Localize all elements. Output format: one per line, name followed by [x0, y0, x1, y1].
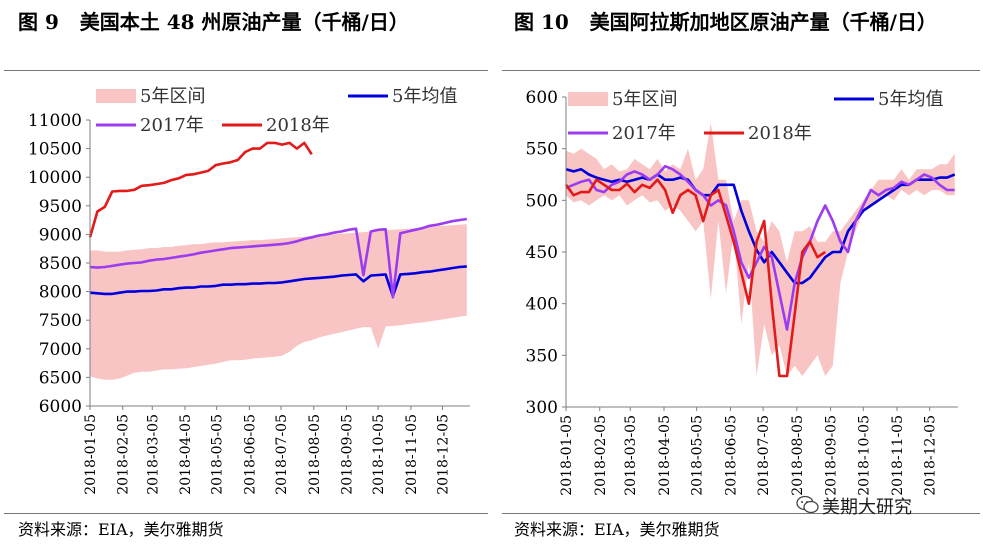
- series-2017-line: [565, 164, 955, 331]
- x-tick-label: 2018-01-05: [559, 415, 575, 496]
- x-tick-label: 2018-08-05: [307, 414, 323, 495]
- figure-title: 图 9 美国本土 48 州原油产量（千桶/日）: [18, 10, 409, 34]
- right-panel: 图 10 美国阿拉斯加地区原油产量（千桶/日） 300 350 400 450 500 5…: [496, 0, 983, 548]
- y-tick-label: 10500: [28, 140, 82, 160]
- watermark-text: 美期大研究: [822, 497, 912, 518]
- figure-title: 图 10 美国阿拉斯加地区原油产量（千桶/日）: [514, 10, 937, 34]
- source-note: 资料来源：EIA，美尔雅期货: [18, 520, 224, 539]
- series-5yr-range-band: [90, 224, 467, 380]
- y-tick-label: 600: [526, 88, 558, 108]
- x-tick-label: 2018-04-05: [657, 415, 673, 496]
- y-tick-label: 7500: [39, 311, 82, 331]
- y-tick-label: 8500: [39, 254, 82, 274]
- y-tick-label: 6000: [39, 397, 82, 417]
- title-rule: [4, 70, 488, 71]
- series-2017-line: [89, 217, 467, 299]
- x-tick-label: 2018-07-05: [274, 414, 290, 495]
- y-tick-label: 11000: [28, 111, 82, 131]
- series-5yr-average-line: [89, 265, 467, 298]
- title-rule: [502, 70, 980, 71]
- x-tick-label: 2018-05-05: [690, 415, 706, 496]
- source-rule: [4, 513, 488, 514]
- series-5yr-range-band: [566, 122, 955, 376]
- x-tick-label: 2018-04-05: [178, 414, 194, 495]
- x-tick-label: 2018-02-05: [116, 414, 132, 495]
- legend-2018-label: 2018年: [266, 115, 330, 136]
- x-tick-label: 2018-06-05: [242, 414, 258, 495]
- y-tick-label: 8000: [39, 283, 82, 303]
- y-tick-label: 10000: [28, 168, 82, 188]
- x-tick-label: 2018-10-05: [856, 415, 872, 496]
- wechat-watermark: 美期大研究: [796, 492, 956, 518]
- crude-output-48-states-chart: 6000 6500 7000 7500 8000 8500 9000 9500 10000 105…: [28, 86, 470, 495]
- wechat-icon: [796, 495, 819, 514]
- y-tick-label: 7000: [39, 340, 82, 360]
- legend-5yr-average-label: 5年均值: [878, 89, 943, 110]
- x-tick-label: 2018-11-05: [890, 415, 906, 496]
- legend-5yr-range-label: 5年区间: [612, 89, 677, 110]
- y-tick-label: 9500: [39, 197, 82, 217]
- y-tick-label: 500: [526, 191, 558, 211]
- legend-5yr-range-label: 5年区间: [140, 86, 205, 107]
- crude-output-alaska-chart: 300 350 400 450 500 550 600 2018-01-05 2018-02-0…: [526, 88, 958, 496]
- legend-5yr-range-swatch: [96, 89, 136, 103]
- y-tick-label: 300: [526, 398, 558, 418]
- y-tick-label: 400: [526, 295, 558, 315]
- x-tick-label: 2018-11-05: [404, 414, 420, 495]
- x-tick-label: 2018-10-05: [371, 414, 387, 495]
- y-tick-label: 450: [526, 243, 558, 263]
- y-tick-label: 9000: [39, 225, 82, 245]
- y-tick-label: 550: [526, 140, 558, 160]
- x-tick-label: 2018-08-05: [790, 415, 806, 496]
- x-tick-label: 2018-02-05: [593, 415, 609, 496]
- source-rule: [502, 513, 980, 514]
- y-tick-label: 6500: [39, 368, 82, 388]
- x-tick-label: 2018-06-05: [723, 415, 739, 496]
- legend-5yr-average-label: 5年均值: [392, 86, 457, 107]
- x-tick-label: 2018-01-05: [83, 414, 99, 495]
- legend-2018-label: 2018年: [748, 123, 812, 144]
- x-tick-label: 2018-05-05: [210, 414, 226, 495]
- source-note: 资料来源：EIA，美尔雅期货: [514, 520, 720, 539]
- x-tick-label: 2018-03-05: [145, 414, 161, 495]
- left-panel: 图 9 美国本土 48 州原油产量（千桶/日） 6000 6500 7000 7500…: [0, 0, 490, 548]
- x-tick-label: 2018-07-05: [756, 415, 772, 496]
- series-2018-line: [88, 141, 313, 238]
- x-tick-label: 2018-12-05: [436, 414, 452, 495]
- x-tick-label: 2018-12-05: [923, 415, 939, 496]
- y-tick-label: 350: [526, 346, 558, 366]
- x-tick-label: 2018-09-05: [824, 415, 840, 496]
- x-tick-label: 2018-09-05: [340, 414, 356, 495]
- legend-2017-label: 2017年: [612, 123, 676, 144]
- series-2018-line: [564, 178, 826, 378]
- x-tick-label: 2018-03-05: [623, 415, 639, 496]
- legend-5yr-range-swatch: [568, 92, 608, 106]
- legend-2017-label: 2017年: [140, 115, 204, 136]
